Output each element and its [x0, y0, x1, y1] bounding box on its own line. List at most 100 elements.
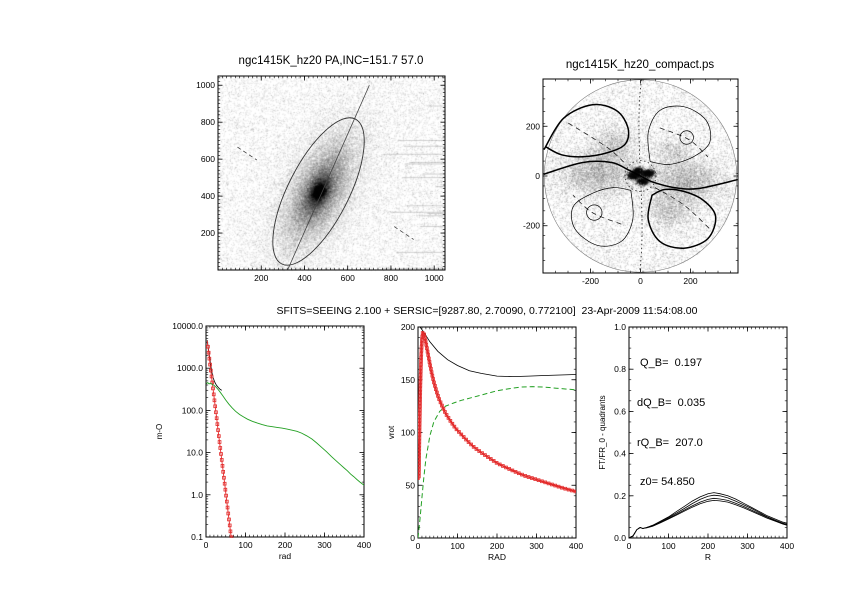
marker-square: [471, 445, 476, 449]
velocity-axes: -200 0 200 -200 0 200: [523, 78, 739, 286]
marker-square: [223, 487, 228, 492]
marker-square: [516, 471, 521, 476]
y-axis-label: m-O: [155, 424, 164, 440]
marker-square: [418, 383, 423, 388]
marker-square: [563, 486, 568, 491]
series-residual-profile: [206, 382, 364, 486]
x-tick-label: 100: [450, 541, 464, 551]
marker-square: [206, 350, 211, 355]
y-tick-label: 800: [201, 117, 215, 127]
y-tick-label: 50: [406, 480, 416, 490]
rotation-frame: [417, 326, 577, 539]
marker-square: [419, 341, 424, 346]
x-axis-label: R: [705, 552, 711, 562]
marker-square: [219, 452, 223, 456]
galaxy-panel-title: ngc1415K_hz20 PA,INC=151.7 57.0: [238, 55, 424, 67]
y-tick-label: 0.4: [614, 449, 626, 459]
marker-square: [207, 356, 212, 361]
marker-square: [550, 482, 554, 487]
x-tick-label: 600: [341, 273, 355, 283]
marker-square: [418, 387, 423, 391]
marker-square: [418, 418, 422, 423]
profile-series: [206, 340, 364, 538]
marker-square: [435, 390, 439, 395]
marker-square: [215, 422, 220, 426]
marker-square: [432, 380, 436, 385]
marker-square: [433, 384, 437, 388]
marker-square: [513, 470, 518, 474]
inner-dotted-ellipse: [624, 160, 657, 192]
marker-square: [566, 487, 571, 492]
marker-square: [418, 432, 422, 437]
marker-square: [221, 469, 225, 474]
major-axis-dashed-segment: [393, 226, 414, 240]
y-tick-label: 10.0: [186, 448, 203, 458]
marker-square: [418, 376, 423, 381]
marker-square: [438, 400, 443, 405]
marker-square: [217, 440, 222, 444]
marker-square: [208, 362, 212, 367]
marker-square: [218, 446, 223, 450]
marker-square: [210, 380, 215, 385]
marker-square: [418, 422, 422, 426]
marker-square: [461, 435, 466, 439]
marker-square: [216, 428, 220, 432]
major-axis-line: [287, 85, 370, 270]
marker-square: [466, 440, 471, 444]
x-tick-label: 400: [780, 541, 794, 551]
x-tick-label: 400: [297, 273, 311, 283]
marker-square: [543, 480, 548, 485]
marker-square: [227, 517, 231, 522]
fit-summary-title: SFITS=SEEING 2.100 + SERSIC=[9287.80, 2.…: [276, 305, 698, 317]
y-tick-label: 1.0: [191, 490, 203, 500]
marker-square: [437, 397, 441, 401]
y-tick-label: 400: [201, 191, 215, 201]
x-tick-label: 200: [278, 540, 292, 550]
marker-square: [212, 398, 217, 403]
marker-square: [225, 505, 230, 510]
field-boundary-circle: [543, 79, 738, 273]
marker-square: [418, 429, 422, 433]
marker-square: [418, 474, 421, 479]
marker-square: [214, 410, 218, 415]
y-tick-label: 150: [401, 375, 415, 385]
marker-square: [418, 373, 423, 377]
stat-qb: Q_B= 0.197: [637, 357, 703, 370]
marker-square: [418, 439, 422, 444]
marker-square: [418, 460, 421, 465]
marker-square: [422, 332, 426, 337]
marker-square: [418, 397, 422, 402]
marker-square: [425, 349, 430, 354]
marker-square: [546, 481, 551, 486]
series-quadrant-4: [629, 499, 787, 539]
marker-square: [418, 394, 422, 398]
marker-square: [418, 404, 422, 409]
marker-square: [436, 394, 440, 398]
marker-square: [225, 499, 229, 504]
y-tick-label: 0.0: [614, 533, 626, 543]
marker-square: [418, 464, 421, 468]
marker-square: [464, 437, 468, 442]
quadrants-series: [629, 492, 787, 539]
marker-square: [418, 436, 422, 440]
x-tick-label: 300: [317, 540, 331, 550]
marker-square: [227, 523, 232, 528]
marker-square: [480, 451, 484, 455]
dashed-contour: [572, 194, 622, 225]
small-contour-circle: [679, 130, 694, 145]
marker-square: [226, 511, 231, 516]
x-tick-label: 200: [701, 541, 715, 551]
isophote-ellipse: [272, 117, 365, 266]
thick-contour: [543, 103, 630, 158]
x-tick-label: 0: [627, 541, 632, 551]
marker-square: [430, 373, 435, 378]
marker-square: [419, 366, 423, 370]
marker-square: [418, 390, 423, 395]
marker-square: [220, 464, 225, 468]
marker-square: [424, 342, 429, 347]
x-tick-label: 200: [254, 273, 268, 283]
marker-square: [428, 363, 432, 368]
marker-square: [431, 377, 435, 381]
y-tick-label: 100.0: [182, 405, 204, 415]
